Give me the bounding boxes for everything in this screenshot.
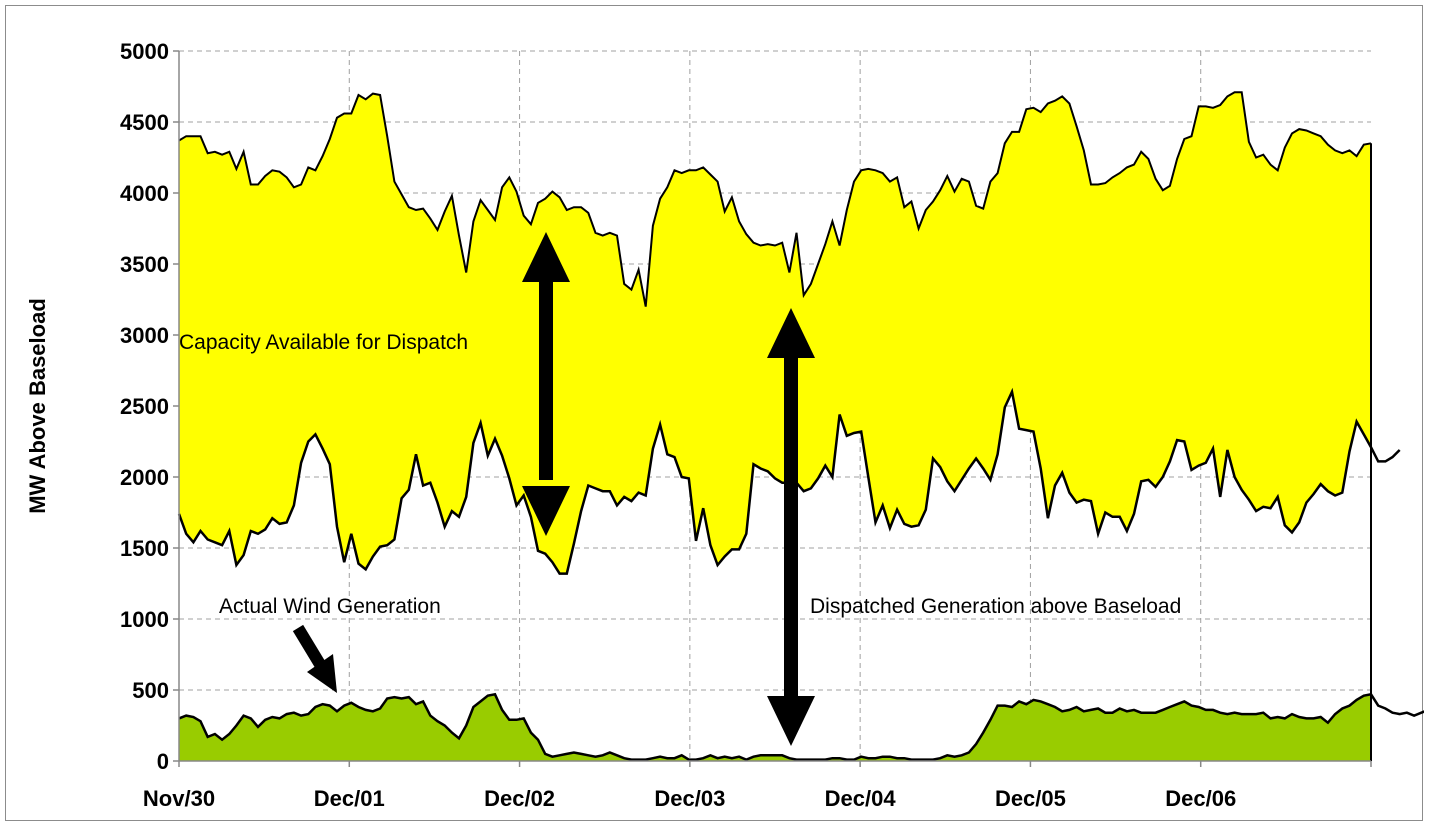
dispatched-annotation: Dispatched Generation above Baseload (810, 595, 1181, 618)
x-tick-label: Dec/05 (995, 786, 1066, 811)
y-tick-label: 5000 (120, 39, 169, 64)
x-tick-label: Dec/01 (314, 786, 385, 811)
y-tick-label: 500 (132, 678, 169, 703)
y-tick-labels: 0 500 1000 1500 2000 2500 3000 3500 4000 4500 5000 (120, 39, 169, 774)
x-tick-label: Dec/02 (484, 786, 555, 811)
wind-pointer-arrow (292, 624, 337, 693)
chart-frame: 0 500 1000 1500 2000 2500 3000 3500 4000 4500 5000… (5, 5, 1424, 821)
wind-series-line (178, 692, 1424, 761)
y-tick-label: 1000 (120, 607, 169, 632)
y-tick-label: 4500 (120, 110, 169, 135)
y-tick-label: 2500 (120, 394, 169, 419)
x-tick-label: Nov/30 (143, 786, 215, 811)
x-tick-labels: Nov/30 Dec/01 Dec/02 Dec/03 Dec/04 Dec/05 Dec/… (143, 786, 1236, 811)
x-tick-label: Dec/04 (825, 786, 897, 811)
wind-annotation: Actual Wind Generation (219, 595, 441, 618)
y-tick-label: 3500 (120, 252, 169, 277)
capacity-double-arrow (522, 232, 570, 536)
x-tick-label: Dec/03 (654, 786, 725, 811)
y-tick-label: 4000 (120, 181, 169, 206)
y-tick-label: 3000 (120, 323, 169, 348)
axes (173, 50, 1372, 767)
y-tick-label: 1500 (120, 536, 169, 561)
chart-svg: 0 500 1000 1500 2000 2500 3000 3500 4000 4500 5000… (25, 39, 1424, 811)
dispatched-double-arrow (767, 308, 815, 746)
wind-area (179, 694, 1371, 761)
x-tick-label: Dec/06 (1165, 786, 1236, 811)
upper-series-line (178, 91, 1372, 307)
capacity-annotation: Capacity Available for Dispatch (179, 331, 468, 354)
chart-areas (177, 91, 1424, 761)
y-tick-label: 0 (157, 749, 169, 774)
y-axis-title: MW Above Baseload (25, 298, 50, 514)
y-tick-label: 2000 (120, 465, 169, 490)
